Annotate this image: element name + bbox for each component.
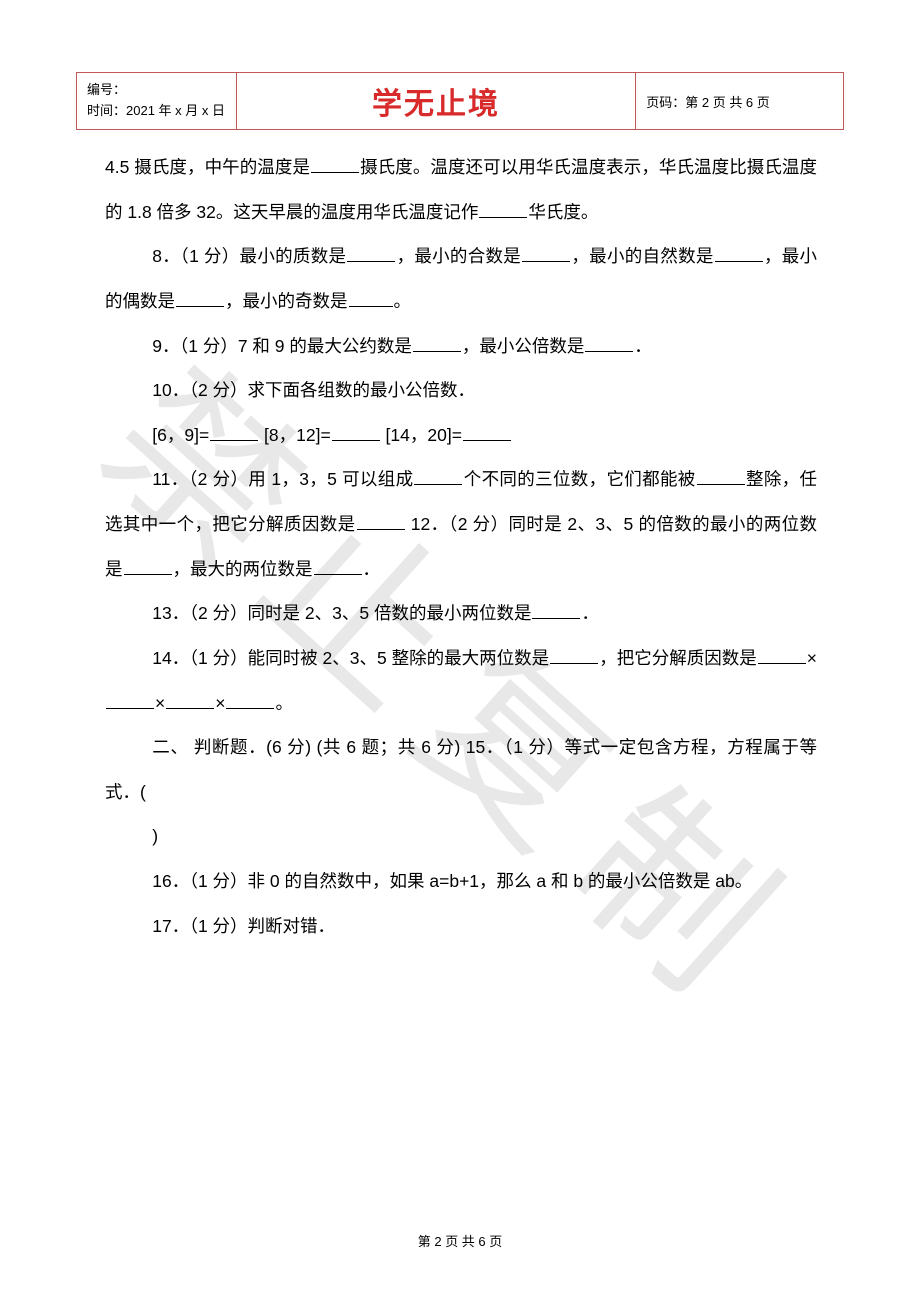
- text: ×: [215, 693, 225, 713]
- blank-fill: [414, 467, 462, 485]
- header-time-label: 时间：2021 年 x 月 x 日: [87, 101, 226, 122]
- question-11-12: 11．（2 分）用 1，3，5 可以组成个不同的三位数，它们都能被整除，任选其中…: [105, 457, 817, 591]
- text: 9．（1 分）7 和 9 的最大公约数是: [152, 336, 412, 356]
- question-10-head: 10．（2 分）求下面各组数的最小公倍数．: [105, 368, 817, 413]
- text: 13．（2 分）同时是 2、3、5 倍数的最小两位数是: [152, 603, 531, 623]
- question-17: 17．（1 分）判断对错．: [105, 904, 817, 949]
- blank-fill: [176, 289, 224, 307]
- text: 二、 判断题．(6 分) (共 6 题；共 6 分) 15．（1 分）等式一定包…: [105, 737, 817, 802]
- page: 禁止复制 编号： 时间：2021 年 x 月 x 日 学无止境 页码：第 2 页…: [0, 0, 920, 1302]
- blank-fill: [124, 556, 172, 574]
- blank-fill: [349, 289, 393, 307]
- page-title: 学无止境: [372, 88, 500, 121]
- section-2-q15: 二、 判断题．(6 分) (共 6 题；共 6 分) 15．（1 分）等式一定包…: [105, 725, 817, 814]
- text: ×: [155, 693, 165, 713]
- text: ，最小的合数是: [396, 246, 521, 266]
- text: ，最小的奇数是: [225, 291, 348, 311]
- header-left-cell: 编号： 时间：2021 年 x 月 x 日: [77, 73, 237, 130]
- blank-fill: [210, 422, 258, 440]
- header-table: 编号： 时间：2021 年 x 月 x 日 学无止境 页码：第 2 页 共 6 …: [76, 72, 844, 130]
- footer-page-number: 第 2 页 共 6 页: [0, 1231, 920, 1250]
- text: ．: [634, 336, 652, 356]
- blank-fill: [550, 646, 598, 664]
- text: 4.5 摄氏度，中午的温度是: [105, 157, 310, 177]
- blank-fill: [413, 333, 461, 351]
- header-page-label: 页码：第 2 页 共 6 页: [646, 95, 770, 110]
- blank-fill: [585, 333, 633, 351]
- text: ): [152, 826, 158, 846]
- paren-close: ): [105, 814, 817, 859]
- text: 。: [275, 693, 293, 713]
- blank-fill: [226, 690, 274, 708]
- text: 17．（1 分）判断对错．: [152, 916, 335, 936]
- text: ，把它分解质因数是: [599, 648, 757, 668]
- blank-fill: [106, 690, 154, 708]
- text: 14．（1 分）能同时被 2、3、5 整除的最大两位数是: [152, 648, 549, 668]
- text: 8．（1 分）最小的质数是: [152, 246, 346, 266]
- text: 华氏度。: [528, 202, 598, 222]
- text: ．: [581, 603, 599, 623]
- text: ，最小的自然数是: [571, 246, 714, 266]
- question-13: 13．（2 分）同时是 2、3、5 倍数的最小两位数是 ．: [105, 591, 817, 636]
- blank-fill: [332, 422, 380, 440]
- header-right-cell: 页码：第 2 页 共 6 页: [636, 73, 844, 130]
- blank-fill: [532, 601, 580, 619]
- blank-fill: [463, 422, 511, 440]
- question-9: 9．（1 分）7 和 9 的最大公约数是 ，最小公倍数是 ．: [105, 324, 817, 369]
- text: 16．（1 分）非 0 的自然数中，如果 a=b+1，那么 a 和 b 的最小公…: [152, 871, 752, 891]
- header-center-cell: 学无止境: [236, 73, 635, 130]
- text: 10．（2 分）求下面各组数的最小公倍数．: [152, 380, 475, 400]
- text: [8，12]=: [259, 425, 331, 445]
- question-16: 16．（1 分）非 0 的自然数中，如果 a=b+1，那么 a 和 b 的最小公…: [105, 859, 817, 904]
- text: [6，9]=: [152, 425, 209, 445]
- blank-fill: [357, 512, 405, 530]
- blank-fill: [522, 244, 570, 262]
- text: ，最大的两位数是: [173, 559, 313, 579]
- blank-fill: [314, 556, 362, 574]
- text: ，最小公倍数是: [462, 336, 585, 356]
- text: 11．（2 分）用 1，3，5 可以组成: [152, 469, 413, 489]
- blank-fill: [166, 690, 214, 708]
- blank-fill: [347, 244, 395, 262]
- blank-fill: [479, 199, 527, 217]
- blank-fill: [715, 244, 763, 262]
- header-id-label: 编号：: [87, 80, 226, 101]
- blank-fill: [758, 646, 806, 664]
- text: ×: [807, 648, 817, 668]
- question-8: 8．（1 分）最小的质数是，最小的合数是，最小的自然数是，最小的偶数是，最小的奇…: [105, 234, 817, 323]
- blank-fill: [311, 155, 359, 173]
- blank-fill: [697, 467, 745, 485]
- text: 。: [394, 291, 412, 311]
- question-14: 14．（1 分）能同时被 2、3、5 整除的最大两位数是 ，把它分解质因数是 × × ×…: [105, 636, 817, 725]
- question-10-body: [6，9]= [8，12]= [14，20]=: [105, 413, 817, 458]
- content-body: 4.5 摄氏度，中午的温度是摄氏度。温度还可以用华氏温度表示，华氏温度比摄氏温度…: [105, 145, 817, 948]
- text: ．: [363, 559, 381, 579]
- paragraph-continuation: 4.5 摄氏度，中午的温度是摄氏度。温度还可以用华氏温度表示，华氏温度比摄氏温度…: [105, 145, 817, 234]
- text: 个不同的三位数，它们都能被: [463, 469, 695, 489]
- text: [14，20]=: [381, 425, 462, 445]
